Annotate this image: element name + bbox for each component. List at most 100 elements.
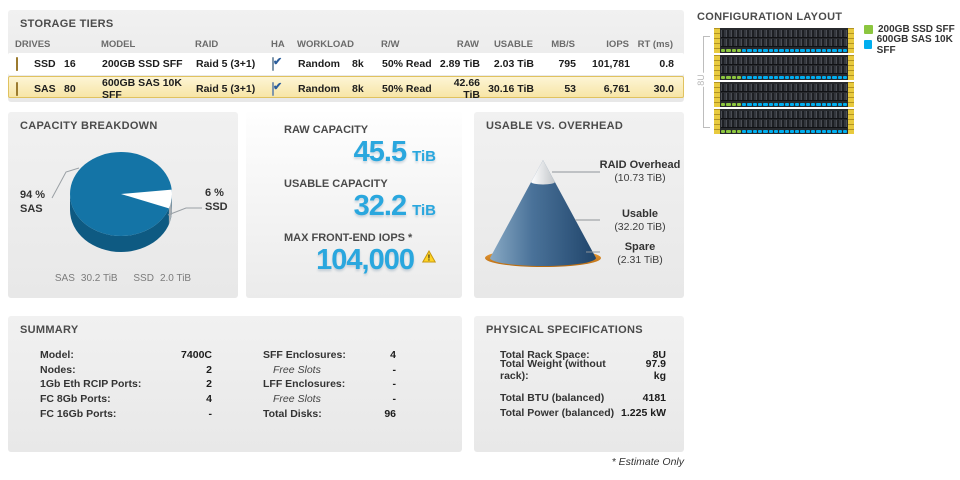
- drive-bay: [720, 82, 848, 107]
- spec-label: Total BTU (balanced): [500, 392, 605, 405]
- drive-slot-row: [721, 119, 847, 128]
- sas-drive-chip: [763, 129, 768, 133]
- tier-iops: 6,761: [603, 83, 630, 95]
- sas-drive-chip: [763, 48, 768, 52]
- tier-mbs: 53: [564, 83, 576, 95]
- sas-drive-chip: [821, 48, 826, 52]
- spec-value: -: [208, 407, 213, 420]
- ssd-drive-chip: [736, 75, 742, 79]
- spec-row: Total Weight (without rack): 97.9 kg: [500, 358, 666, 382]
- drive-icon: [16, 57, 18, 71]
- rack-rail: [848, 109, 854, 134]
- spec-row: SFF Enclosures: 4: [263, 348, 396, 363]
- raid-overhead-name: RAID Overhead: [599, 159, 681, 171]
- sas-drive-chip: [837, 102, 842, 106]
- sas-drive-chip: [779, 129, 784, 133]
- pie-label-ssd: 6 % SSD: [205, 186, 228, 214]
- ssd-drive-chip: [721, 129, 726, 133]
- sas-drive-chip: [832, 102, 837, 106]
- drive-indicator-row: [721, 129, 848, 133]
- sas-drive-chip: [811, 129, 816, 133]
- sas-drive-chip: [747, 129, 752, 133]
- spare-name: Spare: [624, 241, 656, 253]
- sas-drive-chip: [742, 129, 747, 133]
- col-rw: R/W: [381, 39, 400, 50]
- spec-label: Free Slots: [273, 393, 321, 406]
- storage-tier-row[interactable]: SAS 80 600GB SAS 10K SFF Raid 5 (3+1) ✔ …: [8, 76, 684, 101]
- sas-drive-chip: [768, 75, 773, 79]
- cone-chart: [485, 160, 601, 267]
- rack-enclosure: [714, 109, 854, 134]
- footer-sas-size: 30.2 TiB: [80, 273, 118, 284]
- col-ha: HA: [271, 39, 285, 50]
- col-iops: IOPS: [606, 39, 629, 50]
- checkmark-icon: ✔: [273, 56, 283, 68]
- tier-type: SSD: [34, 58, 56, 70]
- sas-drive-chip: [811, 48, 816, 52]
- footer-sas-name: SAS: [54, 273, 75, 284]
- sas-legend-swatch: [864, 40, 872, 49]
- sas-drive-chip: [784, 129, 789, 133]
- pie-label-sas: 94 % SAS: [20, 188, 45, 216]
- sas-drive-chip: [742, 48, 747, 52]
- spec-label: Free Slots: [273, 363, 321, 376]
- storage-tier-row[interactable]: SSD 16 200GB SSD SFF Raid 5 (3+1) ✔ Rand…: [8, 53, 684, 75]
- spec-label: Total Weight (without rack):: [500, 357, 606, 382]
- sas-drive-chip: [779, 48, 784, 52]
- sas-drive-chip: [832, 129, 837, 133]
- sas-drive-chip: [758, 129, 763, 133]
- tier-raid: Raid 5 (3+1): [196, 83, 256, 95]
- spec-row: Model: 7400C: [40, 348, 212, 363]
- spec-row: LFF Enclosures: -: [263, 377, 396, 392]
- pie-sas-name: SAS: [20, 203, 43, 215]
- rack-enclosure: [714, 55, 854, 80]
- sas-drive-chip: [842, 75, 848, 79]
- spec-label: Total Disks:: [263, 407, 322, 420]
- sas-drive-chip: [821, 75, 826, 79]
- spec-row: 1Gb Eth RCIP Ports: 2: [40, 377, 212, 392]
- sas-drive-chip: [805, 75, 811, 79]
- drive-slot-row: [721, 65, 847, 74]
- spec-row: FC 8Gb Ports: 4: [40, 392, 212, 407]
- ha-checkbox[interactable]: ✔: [272, 56, 282, 71]
- usable-capacity-label: USABLE CAPACITY: [284, 178, 388, 190]
- physical-specifications-panel: PHYSICAL SPECIFICATIONS Total Rack Space…: [474, 316, 684, 452]
- col-raid: RAID: [195, 39, 219, 50]
- rack-rail: [714, 55, 720, 80]
- sas-drive-chip: [816, 48, 821, 52]
- spec-value: 96: [384, 407, 396, 420]
- spec-label: SFF Enclosures:: [263, 349, 346, 362]
- sas-drive-chip: [795, 75, 800, 79]
- sas-drive-chip: [789, 75, 795, 79]
- sas-drive-chip: [800, 48, 805, 52]
- tier-block-size: 8k: [352, 58, 364, 70]
- sas-drive-chip: [811, 102, 816, 106]
- spec-row: Free Slots -: [263, 363, 396, 378]
- sas-drive-chip: [752, 75, 758, 79]
- ssd-drive-chip: [721, 75, 726, 79]
- sas-drive-chip: [763, 75, 768, 79]
- spec-row: Total BTU (balanced) 4181: [500, 391, 666, 406]
- sas-drive-chip: [837, 129, 842, 133]
- drive-bay: [720, 28, 848, 53]
- tier-rt: 30.0: [653, 83, 674, 95]
- sas-drive-chip: [795, 102, 800, 106]
- spec-value: 4: [206, 393, 212, 406]
- drive-slot-row: [721, 84, 847, 92]
- sas-drive-chip: [800, 129, 805, 133]
- sas-drive-chip: [752, 48, 758, 52]
- ha-checkbox[interactable]: ✔: [272, 81, 282, 96]
- spec-row: Nodes: 2: [40, 363, 212, 378]
- sas-drive-chip: [789, 48, 795, 52]
- pie-ssd-name: SSD: [205, 201, 228, 213]
- spec-label: FC 16Gb Ports:: [40, 407, 117, 420]
- storage-tiers-header: DRIVES MODEL RAID HA WORKLOAD R/W RAW US…: [8, 37, 684, 52]
- col-model: MODEL: [101, 39, 136, 50]
- spec-value: 97.9 kg: [645, 357, 666, 382]
- summary-right-column: SFF Enclosures: 4 Free Slots - LFF Enclo…: [263, 348, 396, 421]
- sas-drive-chip: [795, 129, 800, 133]
- sas-drive-chip: [742, 75, 747, 79]
- raid-overhead-value: (10.73 TiB): [614, 172, 666, 184]
- tier-mbs: 795: [558, 58, 576, 70]
- sas-drive-chip: [784, 102, 789, 106]
